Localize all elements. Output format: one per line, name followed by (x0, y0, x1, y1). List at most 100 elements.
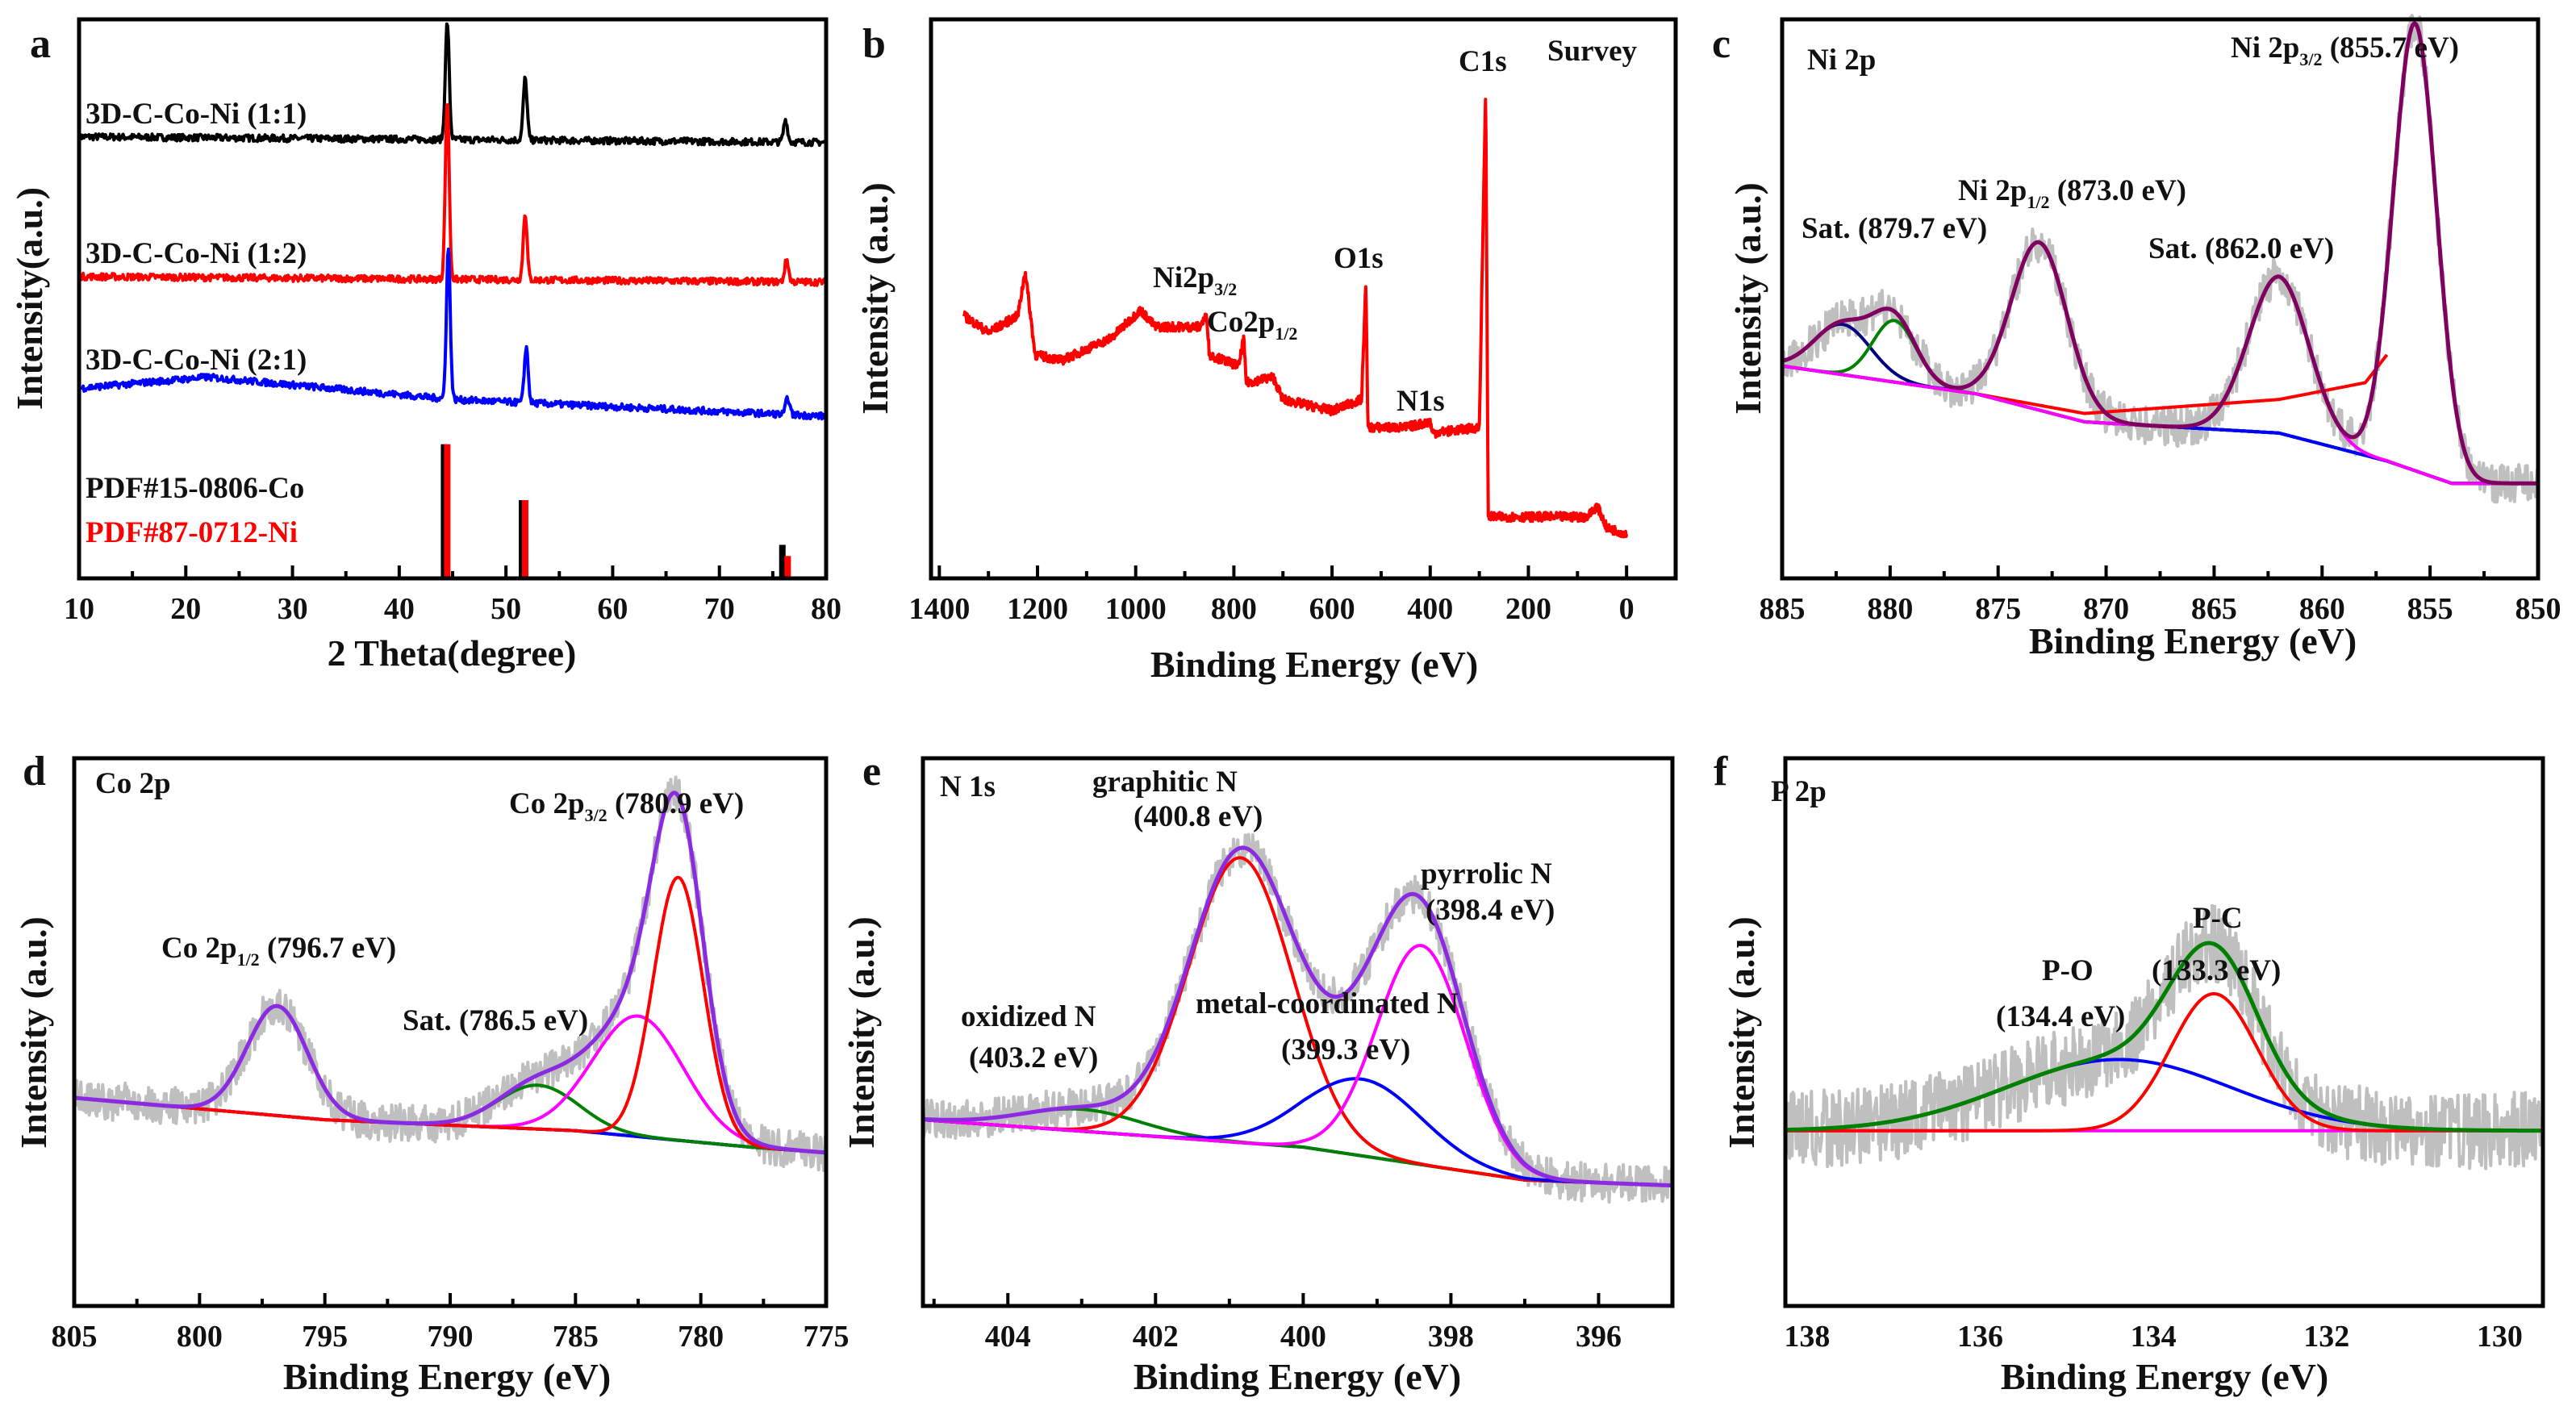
x-tick-label: 20 (170, 592, 201, 626)
peak-label-pc: P-C (2193, 902, 2243, 935)
peak-label-sat-879: Sat. (879.7 eV) (1802, 212, 1987, 245)
component-line-2 (1781, 240, 2539, 486)
peak-label-pc-ev: (133.3 eV) (2152, 954, 2281, 987)
series-line-0 (77, 22, 828, 148)
x-tick-label: 400 (1280, 1320, 1326, 1354)
panel-letter-a: a (30, 21, 51, 67)
x-tick-label: 1400 (908, 592, 970, 626)
peak-label-oxidized: oxidized N (961, 1000, 1096, 1033)
x-tick-label: 790 (428, 1320, 474, 1354)
peak-label-metal-coordinated-ev: (399.3 eV) (1281, 1033, 1410, 1066)
series-line-2 (77, 247, 828, 421)
xlabel-f: Binding Energy (eV) (2001, 1356, 2328, 1397)
title-e: N 1s (940, 770, 996, 803)
component-line-1 (1785, 992, 2544, 1133)
ylabel-e: Intensity (a.u.) (841, 916, 882, 1149)
plot-frame (1783, 756, 2545, 1308)
title-f: P 2p (1771, 775, 1827, 808)
x-tick-label: 860 (2299, 592, 2345, 626)
xlabel-a: 2 Theta(degree) (328, 632, 577, 674)
panel-letter-e: e (862, 749, 881, 795)
x-tick-label: 795 (302, 1320, 348, 1354)
chart-f: 138 136 134 132 130 (1783, 756, 2545, 1354)
plot-frame (1780, 17, 2541, 581)
series-label-1-1: 3D-C-Co-Ni (1:1) (86, 98, 307, 131)
x-tick-label: 130 (2477, 1320, 2523, 1354)
x-tick-label: 402 (1133, 1320, 1179, 1354)
panel-letter-f: f (1714, 749, 1728, 795)
x-tick-label: 400 (1407, 592, 1453, 626)
x-tick-label: 800 (1211, 592, 1257, 626)
xlabel-d: Binding Energy (eV) (283, 1356, 611, 1397)
peak-label-graphitic: graphitic N (1092, 766, 1238, 799)
x-tick-label: 396 (1576, 1320, 1622, 1354)
peak-label-ni2p12: Ni 2p1/2 (873.0 eV) (1958, 174, 2186, 212)
title-d: Co 2p (95, 767, 171, 800)
peak-label-o1s: O1s (1334, 242, 1384, 275)
reference-label-ni: PDF#87-0712-Ni (86, 516, 298, 549)
series-label-1-2: 3D-C-Co-Ni (1:2) (86, 237, 307, 270)
x-tick-label: 60 (597, 592, 628, 626)
chart-b: 1400 1200 1000 800 600 400 200 0 (908, 17, 1678, 626)
peak-label-ni2p32: Ni 2p3/2 (855.7 eV) (2231, 31, 2459, 69)
x-tick-label: 134 (2131, 1320, 2177, 1354)
x-tick-label: 136 (1957, 1320, 2003, 1354)
x-tick-label: 138 (1784, 1320, 1830, 1354)
peak-label-pyrrolic-ev: (398.4 eV) (1426, 894, 1555, 927)
ylabel-c: Intensity (a.u.) (1727, 182, 1768, 415)
peak-label-graphitic-ev: (400.8 eV) (1134, 800, 1263, 833)
x-tick-label: 885 (1760, 592, 1806, 626)
ylabel-f: Intensity (a.u.) (1721, 916, 1762, 1149)
peak-label-n1s: N1s (1397, 385, 1445, 418)
chart-a: 10 20 30 40 50 60 70 80 (64, 17, 841, 626)
reference-bar-1-1 (521, 499, 528, 578)
chart-c: 885 880 875 870 865 860 855 850 (1760, 14, 2561, 626)
plot-frame (929, 17, 1678, 581)
chart-d: 805 800 795 790 785 780 775 (52, 756, 850, 1354)
series-line-1 (77, 102, 828, 287)
x-tick-label: 0 (1619, 592, 1635, 626)
component-line-1 (1781, 319, 2539, 486)
x-tick-label: 1000 (1105, 592, 1167, 626)
x-tick-label: 805 (52, 1320, 98, 1354)
reference-bar-1-2 (784, 556, 791, 578)
ylabel-a: Intensity(a.u.) (9, 187, 50, 410)
x-tick-label: 10 (64, 592, 94, 626)
x-tick-label: 775 (804, 1320, 850, 1354)
x-tick-label: 404 (985, 1320, 1031, 1354)
x-tick-label: 600 (1309, 592, 1355, 626)
x-tick-label: 780 (678, 1320, 724, 1354)
title-c: Ni 2p (1807, 44, 1876, 77)
reference-bar-0-2 (779, 544, 786, 578)
x-tick-label: 200 (1505, 592, 1551, 626)
panel-letter-d: d (23, 749, 46, 795)
peak-label-co2p32: Co 2p3/2 (780.9 eV) (509, 787, 744, 825)
ylabel-d: Intensity (a.u.) (13, 916, 54, 1149)
x-tick-label: 70 (704, 592, 735, 626)
chart-e: 404 402 400 398 396 (921, 756, 1675, 1354)
reference-bar-1-0 (444, 444, 451, 578)
xlabel-e: Binding Energy (eV) (1134, 1356, 1461, 1397)
peak-label-sat-786: Sat. (786.5 eV) (403, 1004, 588, 1037)
peak-label-c1s: C1s (1459, 45, 1507, 78)
plot-frame (921, 756, 1675, 1308)
x-tick-label: 398 (1428, 1320, 1474, 1354)
raw-data-line (1784, 903, 2545, 1170)
envelope-line (1781, 21, 2540, 486)
peak-label-co2p12: Co 2p1/2 (796.7 eV) (161, 932, 396, 970)
envelope-line (73, 791, 828, 1155)
x-tick-label: 50 (491, 592, 521, 626)
x-tick-label: 80 (811, 592, 841, 626)
peak-label-co2p: Co2p1/2 (1207, 306, 1297, 344)
envelope-line (1784, 941, 2545, 1133)
x-tick-label: 880 (1867, 592, 1913, 626)
x-tick-label: 870 (2083, 592, 2129, 626)
x-tick-label: 132 (2303, 1320, 2349, 1354)
title-b: Survey (1547, 35, 1638, 68)
peak-label-sat-862: Sat. (862.0 eV) (2148, 232, 2334, 265)
x-tick-label: 800 (177, 1320, 223, 1354)
panel-letter-c: c (1712, 21, 1731, 67)
ylabel-b: Intensity (a.u.) (854, 182, 896, 415)
x-tick-label: 30 (278, 592, 308, 626)
